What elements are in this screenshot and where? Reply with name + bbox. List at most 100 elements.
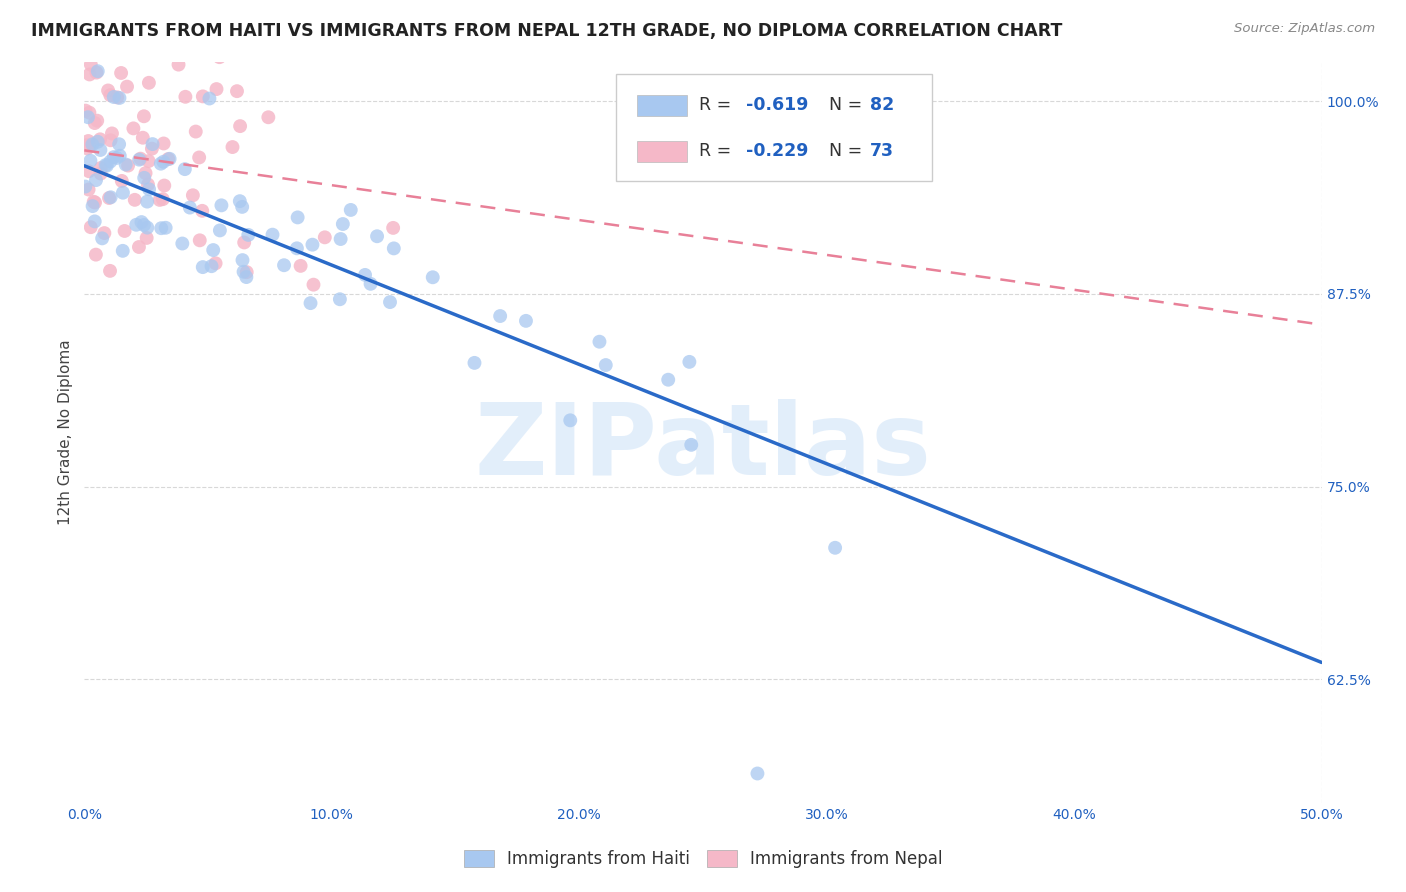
Point: [141, 142, 163, 156]
FancyBboxPatch shape: [637, 141, 688, 161]
Point: [122, 121, 145, 136]
Point: [489, 309, 512, 323]
Y-axis label: 12th Grade, No Diploma: 12th Grade, No Diploma: [58, 340, 73, 525]
Point: [382, 241, 405, 255]
Point: [111, 7, 134, 21]
Point: [77, 110, 100, 124]
Text: N =: N =: [818, 96, 868, 114]
Point: [98, 88, 121, 103]
Point: [108, 137, 131, 152]
Point: [96, 159, 118, 173]
Point: [208, 50, 231, 64]
Point: [233, 235, 256, 250]
Point: [111, 174, 134, 188]
Text: R =: R =: [699, 96, 737, 114]
Point: [238, 227, 260, 242]
Point: [463, 356, 485, 370]
Point: [200, 259, 222, 273]
Point: [105, 90, 128, 104]
Point: [174, 90, 197, 104]
Point: [98, 264, 121, 278]
Point: [80, 57, 103, 71]
Point: [89, 132, 111, 146]
Point: [77, 164, 100, 178]
Point: [87, 64, 110, 78]
Point: [97, 83, 120, 97]
Point: [108, 149, 131, 163]
Point: [86, 135, 108, 149]
Text: 73: 73: [870, 143, 894, 161]
Text: IMMIGRANTS FROM HAITI VS IMMIGRANTS FROM NEPAL 12TH GRADE, NO DIPLOMA CORRELATIO: IMMIGRANTS FROM HAITI VS IMMIGRANTS FROM…: [31, 22, 1063, 40]
Point: [82, 199, 104, 213]
Point: [657, 373, 679, 387]
Point: [153, 178, 176, 193]
Point: [100, 154, 122, 169]
Point: [595, 358, 617, 372]
Point: [208, 223, 231, 237]
Point: [110, 66, 132, 80]
Point: [181, 188, 204, 202]
Point: [824, 541, 846, 555]
Point: [422, 270, 444, 285]
Point: [681, 438, 703, 452]
Point: [114, 157, 136, 171]
Point: [86, 65, 108, 79]
Text: N =: N =: [818, 143, 868, 161]
Point: [332, 217, 354, 231]
Point: [339, 202, 361, 217]
Point: [90, 161, 112, 175]
Point: [83, 194, 105, 209]
Point: [382, 220, 405, 235]
Point: [83, 116, 105, 130]
Point: [79, 105, 101, 120]
Point: [132, 109, 155, 123]
Point: [75, 103, 97, 118]
Point: [90, 167, 112, 181]
Point: [128, 153, 150, 167]
Point: [138, 182, 160, 196]
Point: [152, 136, 174, 151]
Point: [229, 119, 252, 133]
Point: [301, 237, 323, 252]
Point: [77, 134, 100, 148]
Point: [100, 190, 122, 204]
Point: [152, 154, 174, 169]
Text: ZIPatlas: ZIPatlas: [475, 399, 931, 496]
Legend: Immigrants from Haiti, Immigrants from Nepal: Immigrants from Haiti, Immigrants from N…: [457, 843, 949, 875]
Point: [159, 152, 181, 166]
Point: [366, 229, 388, 244]
Point: [378, 295, 401, 310]
Point: [285, 241, 308, 255]
Point: [188, 151, 211, 165]
Point: [314, 230, 336, 244]
Point: [141, 137, 163, 152]
Point: [231, 200, 253, 214]
Point: [136, 220, 159, 235]
Point: [236, 39, 259, 54]
Point: [198, 91, 221, 105]
Point: [101, 127, 124, 141]
Point: [79, 153, 101, 168]
Point: [179, 201, 201, 215]
Point: [86, 113, 108, 128]
Point: [150, 221, 173, 235]
Point: [229, 194, 252, 209]
Point: [115, 79, 138, 94]
Point: [157, 152, 180, 166]
Point: [1026, 830, 1049, 844]
Point: [290, 259, 312, 273]
Point: [262, 227, 284, 242]
Point: [89, 143, 111, 157]
Point: [76, 141, 98, 155]
Point: [560, 413, 582, 427]
Point: [149, 193, 172, 207]
Point: [131, 215, 153, 229]
Point: [188, 233, 211, 247]
Point: [232, 265, 254, 279]
Point: [128, 240, 150, 254]
Point: [205, 82, 228, 96]
Point: [134, 170, 156, 185]
Point: [678, 355, 700, 369]
Point: [329, 292, 352, 306]
Point: [360, 277, 382, 291]
